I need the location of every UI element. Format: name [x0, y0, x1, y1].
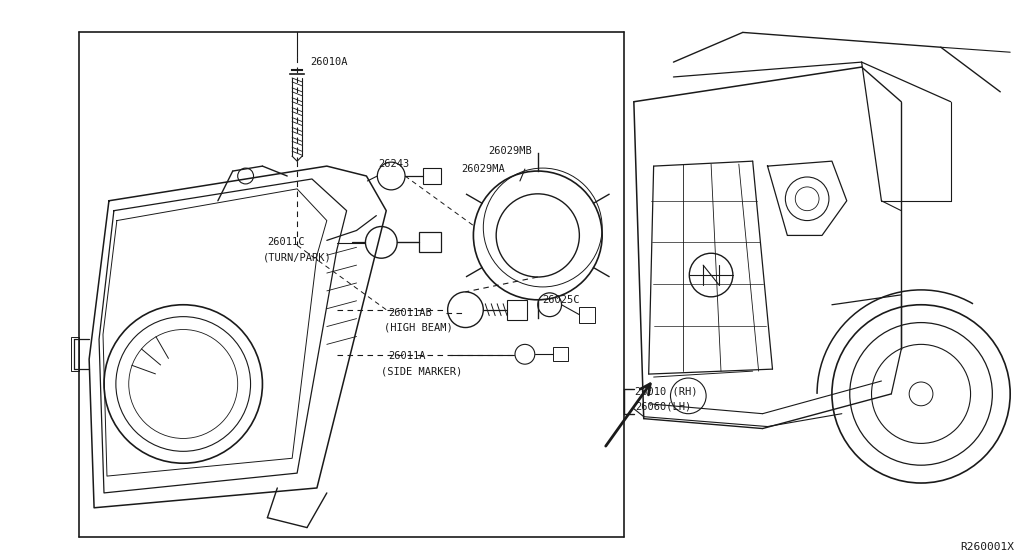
Text: R260001X: R260001X — [961, 542, 1015, 552]
Bar — [553, 347, 568, 361]
Text: 26243: 26243 — [378, 159, 410, 169]
Text: 26029MB: 26029MB — [488, 146, 532, 157]
Bar — [580, 307, 595, 323]
Text: 26025C: 26025C — [543, 295, 581, 305]
Bar — [423, 168, 440, 184]
Text: 26011C: 26011C — [267, 238, 305, 248]
Text: (TURN/PARK): (TURN/PARK) — [262, 252, 331, 262]
Text: (HIGH BEAM): (HIGH BEAM) — [384, 323, 453, 333]
Bar — [72, 338, 79, 371]
Text: (SIDE MARKER): (SIDE MARKER) — [381, 366, 463, 376]
Bar — [507, 300, 527, 320]
Text: 26029MA: 26029MA — [462, 164, 505, 174]
Text: 26010A: 26010A — [310, 57, 347, 67]
Text: 26011AB: 26011AB — [388, 307, 432, 318]
Text: 26060(LH): 26060(LH) — [635, 402, 691, 412]
Text: 26010 (RH): 26010 (RH) — [635, 387, 697, 397]
Text: 26011A: 26011A — [388, 351, 426, 361]
Bar — [419, 233, 440, 252]
